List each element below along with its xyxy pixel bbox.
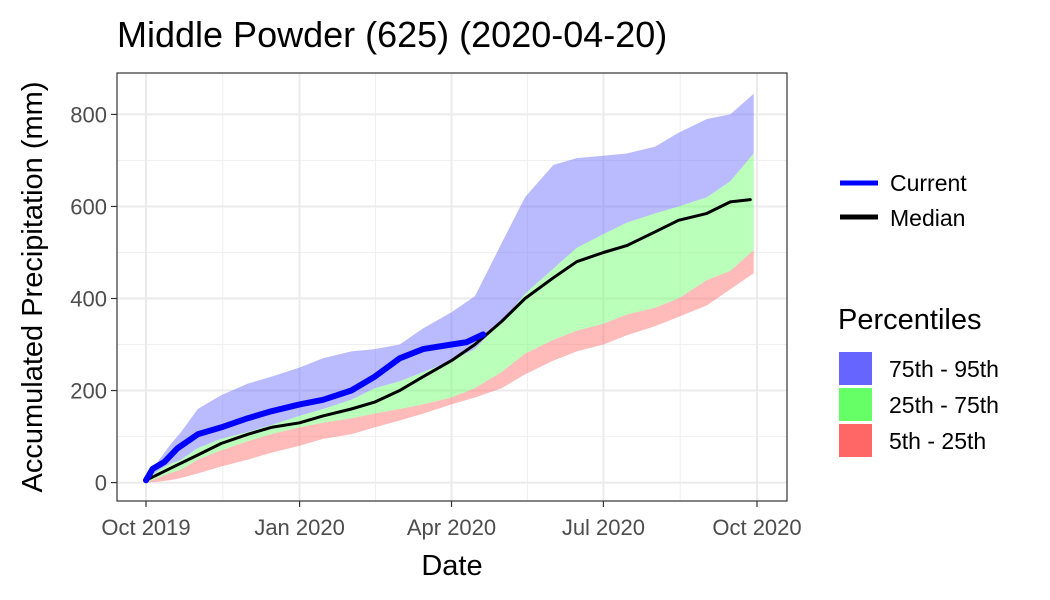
x-tick-label: Jan 2020 xyxy=(254,515,345,540)
band-5th-25th xyxy=(146,250,754,483)
x-tick-label: Jul 2020 xyxy=(562,515,645,540)
series-median-line xyxy=(144,198,752,482)
y-tick-label: 0 xyxy=(95,471,107,496)
x-tick-label: Oct 2019 xyxy=(101,515,190,540)
legend-5-25-label: 5th - 25th xyxy=(889,428,986,454)
band-25th-75th xyxy=(146,153,754,483)
band-75th-95th xyxy=(146,93,754,481)
x-tick-label: Oct 2020 xyxy=(712,515,801,540)
y-tick-label: 400 xyxy=(70,287,107,312)
legend-5-25-swatch xyxy=(839,424,872,457)
series-current-line xyxy=(143,331,487,484)
y-axis-title: Accumulated Precipitation (mm) xyxy=(17,82,49,493)
legend-percentiles-title: Percentiles xyxy=(838,304,981,336)
legend-75-95-label: 75th - 95th xyxy=(889,356,999,382)
legend-current-label: Current xyxy=(890,170,967,196)
y-axis-ticks: 0 200 400 600 800 xyxy=(70,102,117,496)
legend-25-75-swatch xyxy=(839,388,872,421)
legend-median-label: Median xyxy=(890,205,965,231)
y-tick-label: 600 xyxy=(70,194,107,219)
data-lines xyxy=(143,198,752,484)
percentiles-legend: Percentiles 75th - 95th 25th - 75th 5th … xyxy=(838,304,999,457)
major-gridlines xyxy=(117,73,787,501)
x-axis-ticks: Oct 2019 Jan 2020 Apr 2020 Jul 2020 Oct 2020 xyxy=(101,501,802,540)
legend-75-95-swatch xyxy=(839,352,872,385)
legend-25-75-label: 25th - 75th xyxy=(889,392,999,418)
percentile-bands xyxy=(146,93,754,483)
y-tick-label: 800 xyxy=(70,102,107,127)
y-tick-label: 200 xyxy=(70,379,107,404)
lines-legend: Current Median xyxy=(840,170,967,231)
chart-title: Middle Powder (625) (2020-04-20) xyxy=(117,14,667,55)
x-tick-label: Apr 2020 xyxy=(407,515,496,540)
x-axis-title: Date xyxy=(421,550,482,582)
